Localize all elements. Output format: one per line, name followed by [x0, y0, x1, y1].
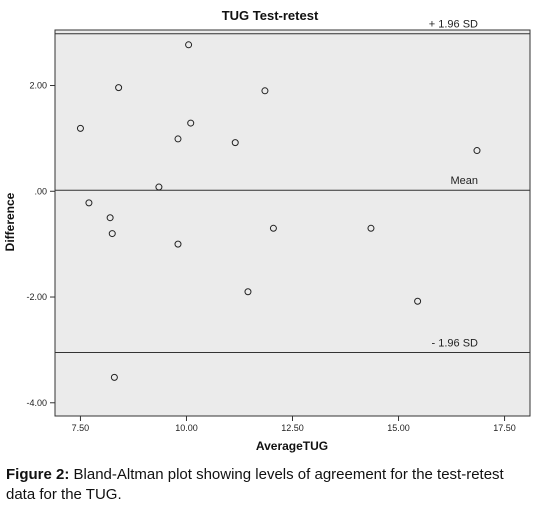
x-tick-label: 12.50	[281, 423, 304, 433]
data-point	[174, 135, 182, 143]
x-axis: 7.50 10.00 12.50 15.00 17.50	[72, 416, 516, 433]
data-point	[115, 84, 123, 92]
x-tick-label: 7.50	[72, 423, 90, 433]
data-point	[185, 41, 193, 49]
x-tick-label: 15.00	[387, 423, 410, 433]
data-point	[76, 124, 84, 132]
plot-area	[54, 29, 531, 417]
reference-lines: + 1.96 SD Mean - 1.96 SD	[55, 19, 530, 354]
caption-label: Figure 2:	[6, 466, 70, 483]
data-point	[187, 119, 195, 127]
data-point	[231, 139, 239, 147]
data-point	[473, 147, 481, 155]
y-axis-label: Difference	[3, 192, 17, 251]
reference-line-label: + 1.96 SD	[429, 19, 478, 31]
y-axis: 2.00 .00 -2.00 -4.00	[26, 81, 55, 408]
data-point	[174, 240, 182, 248]
data-point	[414, 297, 422, 305]
x-tick-label: 17.50	[493, 423, 516, 433]
y-tick-label: .00	[34, 186, 47, 196]
reference-line-label: - 1.96 SD	[432, 338, 479, 350]
y-tick-label: -2.00	[26, 292, 47, 302]
data-point	[108, 230, 116, 238]
data-point	[261, 87, 269, 95]
chart-title: TUG Test-retest	[222, 8, 319, 23]
x-tick-label: 10.00	[175, 423, 198, 433]
figure-caption: Figure 2: Bland-Altman plot showing leve…	[6, 465, 531, 505]
data-point	[85, 199, 93, 207]
data-point	[244, 288, 252, 296]
data-point	[110, 373, 118, 381]
reference-line-label: Mean	[450, 175, 478, 187]
data-points	[76, 41, 481, 381]
caption-text: Bland-Altman plot showing levels of agre…	[6, 466, 504, 503]
data-point	[106, 214, 114, 222]
x-axis-label: AverageTUG	[256, 439, 328, 453]
data-point	[155, 183, 163, 191]
data-point	[367, 224, 375, 232]
y-tick-label: 2.00	[29, 81, 47, 91]
y-tick-label: -4.00	[26, 398, 47, 408]
data-point	[269, 224, 277, 232]
bland-altman-chart: TUG Test-retest 2.00 .00 -2.00 -4.00 7.50 10…	[3, 8, 531, 453]
